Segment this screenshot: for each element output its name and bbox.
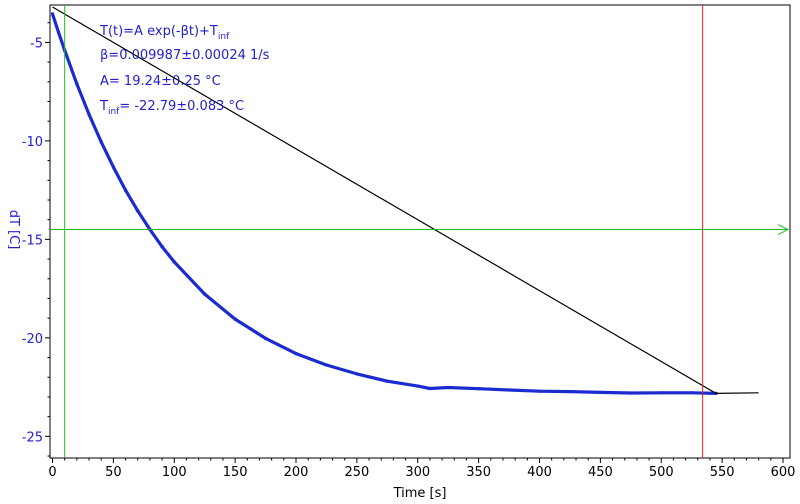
y-tick-label: -10 xyxy=(22,135,43,150)
data-point xyxy=(264,336,268,340)
data-point xyxy=(446,386,450,389)
x-tick-label: 150 xyxy=(223,465,248,480)
y-tick-label: -20 xyxy=(22,332,43,347)
data-point xyxy=(136,209,140,213)
fit-annotation: T(t)=A exp(-βt)+Tinf β=0.009987±0.00024 … xyxy=(99,24,270,117)
data-point xyxy=(690,391,694,395)
extension-series xyxy=(52,6,759,395)
data-point xyxy=(416,384,420,388)
data-point xyxy=(111,165,115,169)
y-tick-label: -25 xyxy=(22,430,43,445)
data-point xyxy=(538,389,541,393)
x-tick-label: 100 xyxy=(162,465,187,480)
data-point xyxy=(477,387,481,391)
plot-frame xyxy=(49,4,791,459)
fit-formula-main: T(t)=A exp(-βt)+T xyxy=(99,24,218,39)
data-point xyxy=(172,260,176,264)
fit-tinf-rest: = -22.79±0.083 °C xyxy=(119,99,244,114)
extension-line xyxy=(52,6,759,395)
x-axis-label: Time [s] xyxy=(393,486,447,501)
measured-series xyxy=(50,12,718,395)
y-axis-ticks: -5 -10 -15 -20 -25 xyxy=(22,22,50,457)
data-point xyxy=(203,292,207,296)
fit-formula: T(t)=A exp(-βt)+Tinf xyxy=(99,24,230,42)
data-point xyxy=(99,140,103,144)
horizontal-marker-arrow xyxy=(777,224,790,235)
x-tick-label: 350 xyxy=(466,465,491,480)
data-point xyxy=(355,372,359,376)
data-point xyxy=(385,379,389,383)
data-point xyxy=(598,390,602,394)
y-tick-label: -5 xyxy=(30,36,43,51)
data-point xyxy=(507,388,511,392)
data-point xyxy=(124,188,127,192)
fit-beta: β=0.009987±0.00024 1/s xyxy=(100,48,270,63)
data-point xyxy=(75,82,79,86)
y-tick-label: -15 xyxy=(22,233,43,248)
data-point xyxy=(568,390,572,394)
fit-tinf-main: T xyxy=(99,99,108,114)
x-tick-label: 200 xyxy=(284,465,309,480)
x-tick-label: 50 xyxy=(105,465,122,480)
data-point xyxy=(428,387,432,390)
fit-formula-sub: inf xyxy=(218,32,230,42)
fit-tinf: Tinf= -22.79±0.083 °C xyxy=(99,99,244,117)
y-axis-label: dT [C] xyxy=(6,210,21,250)
data-point xyxy=(629,391,633,395)
data-point xyxy=(160,245,164,249)
data-point xyxy=(51,12,54,16)
fit-amplitude: A= 19.24±0.25 °C xyxy=(100,74,221,89)
x-tick-label: 450 xyxy=(588,465,613,480)
data-point xyxy=(233,317,237,321)
x-tick-label: 0 xyxy=(48,465,56,480)
x-tick-label: 400 xyxy=(527,465,552,480)
x-tick-label: 300 xyxy=(405,465,430,480)
x-tick-label: 550 xyxy=(710,465,735,480)
data-point xyxy=(659,391,663,395)
data-point xyxy=(87,112,91,116)
x-tick-label: 250 xyxy=(344,465,369,480)
data-point xyxy=(324,363,328,367)
x-tick-label: 500 xyxy=(649,465,674,480)
data-point xyxy=(57,31,61,35)
measured-trace xyxy=(50,13,717,395)
fit-tinf-sub: inf xyxy=(108,107,120,117)
x-axis-ticks: 0 50 100 150 200 250 300 350 400 450 500 550 600 xyxy=(48,458,795,480)
data-point xyxy=(294,352,298,356)
x-tick-label: 600 xyxy=(771,465,796,480)
